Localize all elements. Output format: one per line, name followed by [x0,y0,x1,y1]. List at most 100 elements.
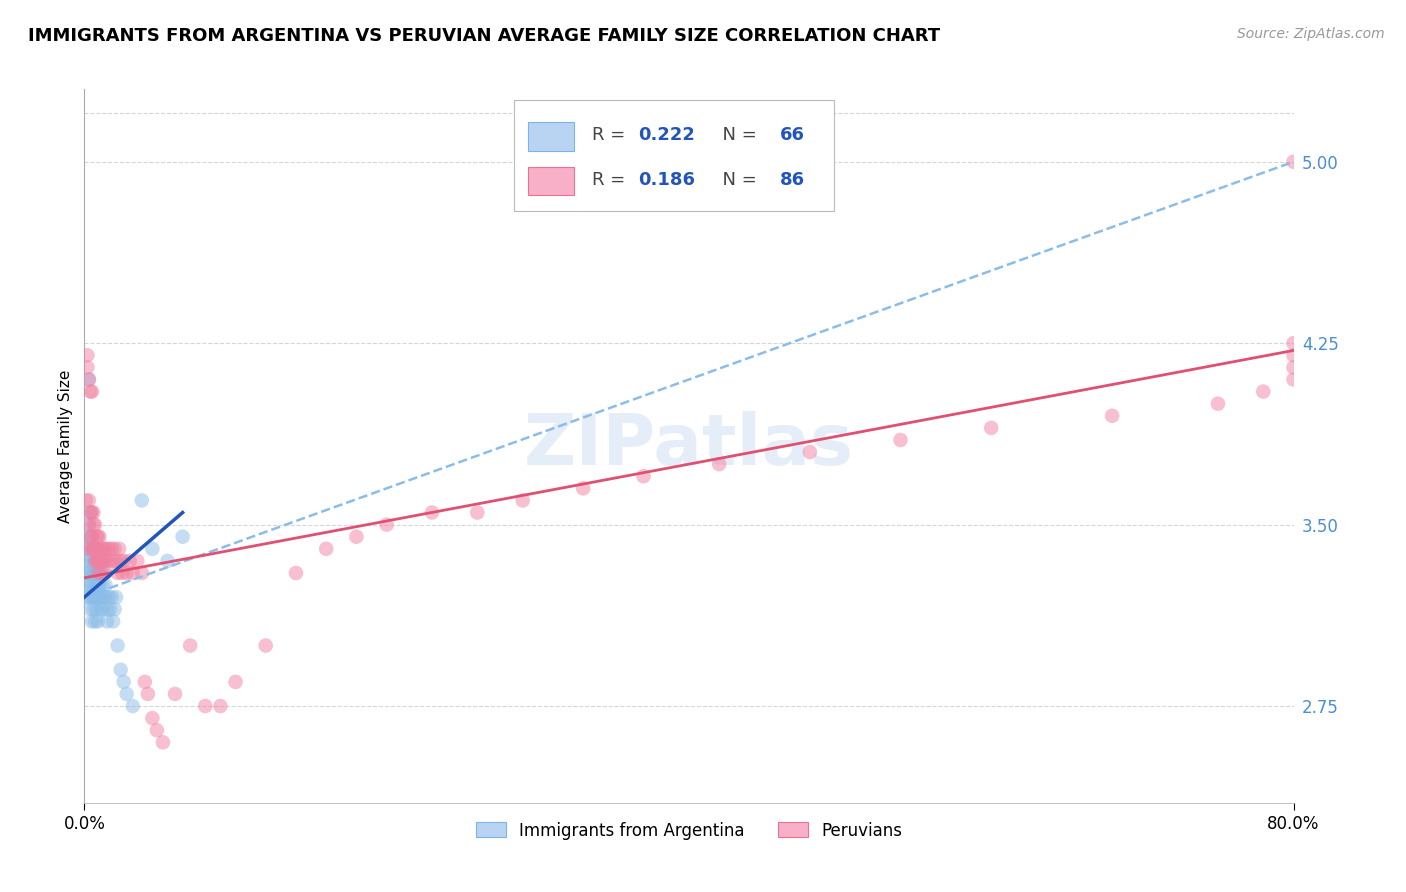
Text: IMMIGRANTS FROM ARGENTINA VS PERUVIAN AVERAGE FAMILY SIZE CORRELATION CHART: IMMIGRANTS FROM ARGENTINA VS PERUVIAN AV… [28,27,941,45]
Text: 0.186: 0.186 [638,170,695,188]
Point [107,639,129,653]
Point [467,506,489,520]
Point [77,517,100,532]
Text: 86: 86 [780,170,804,188]
Point [91,554,114,568]
Point [82,541,104,556]
Point [107,566,129,580]
Point [80,530,103,544]
Point [225,674,247,689]
Point [76,348,98,362]
Point [121,699,143,714]
Text: N =: N = [710,170,762,188]
Point [96,602,118,616]
Point [87,566,110,580]
Point [77,566,100,580]
Point [118,554,141,568]
Point [79,384,101,399]
Point [111,566,134,580]
Point [75,493,97,508]
Point [89,541,111,556]
Point [375,517,398,532]
Point [709,457,731,471]
FancyBboxPatch shape [513,100,834,211]
Point [86,602,108,616]
Point [209,699,232,714]
Point [87,554,110,568]
Point [420,506,443,520]
Point [93,590,115,604]
Point [79,506,101,520]
Point [152,735,174,749]
Point [75,578,97,592]
Point [90,566,112,580]
Point [82,541,104,556]
Point [76,554,98,568]
Point [76,590,98,604]
Point [84,554,107,568]
Point [633,469,655,483]
Point [87,590,110,604]
Point [890,433,912,447]
Point [87,578,110,592]
Point [94,590,117,604]
Point [75,541,97,556]
Text: R =: R = [592,127,631,145]
Point [104,602,127,616]
Point [93,541,115,556]
Point [572,481,595,495]
Point [98,554,121,568]
Point [77,372,100,386]
Text: ZIPatlas: ZIPatlas [524,411,853,481]
Point [1282,336,1305,351]
Point [76,530,98,544]
Point [1282,154,1305,169]
Point [127,554,149,568]
Point [94,566,117,580]
Point [80,541,103,556]
Point [84,541,107,556]
Point [86,578,108,592]
Point [89,590,111,604]
Point [89,530,111,544]
Point [90,590,112,604]
Point [97,590,120,604]
Point [86,541,108,556]
Point [82,590,104,604]
Point [86,590,108,604]
Point [77,493,100,508]
Text: R =: R = [592,170,631,188]
Point [80,530,103,544]
Point [94,578,117,592]
Point [79,602,101,616]
Point [91,602,114,616]
Point [96,615,118,629]
Point [97,541,120,556]
Point [89,554,111,568]
Point [80,384,103,399]
Point [100,590,122,604]
Point [101,615,124,629]
Point [194,699,217,714]
Point [90,602,112,616]
Point [84,578,107,592]
Point [131,493,153,508]
Point [980,421,1002,435]
Point [82,566,104,580]
Point [77,372,100,386]
Point [76,566,98,580]
Point [90,554,112,568]
Point [87,615,110,629]
Point [1282,360,1305,375]
Point [131,566,153,580]
Point [77,541,100,556]
Point [136,687,159,701]
Point [112,674,135,689]
Point [84,517,107,532]
Point [1282,372,1305,386]
Point [96,554,118,568]
Point [141,541,163,556]
Point [79,566,101,580]
Point [80,506,103,520]
Point [79,578,101,592]
